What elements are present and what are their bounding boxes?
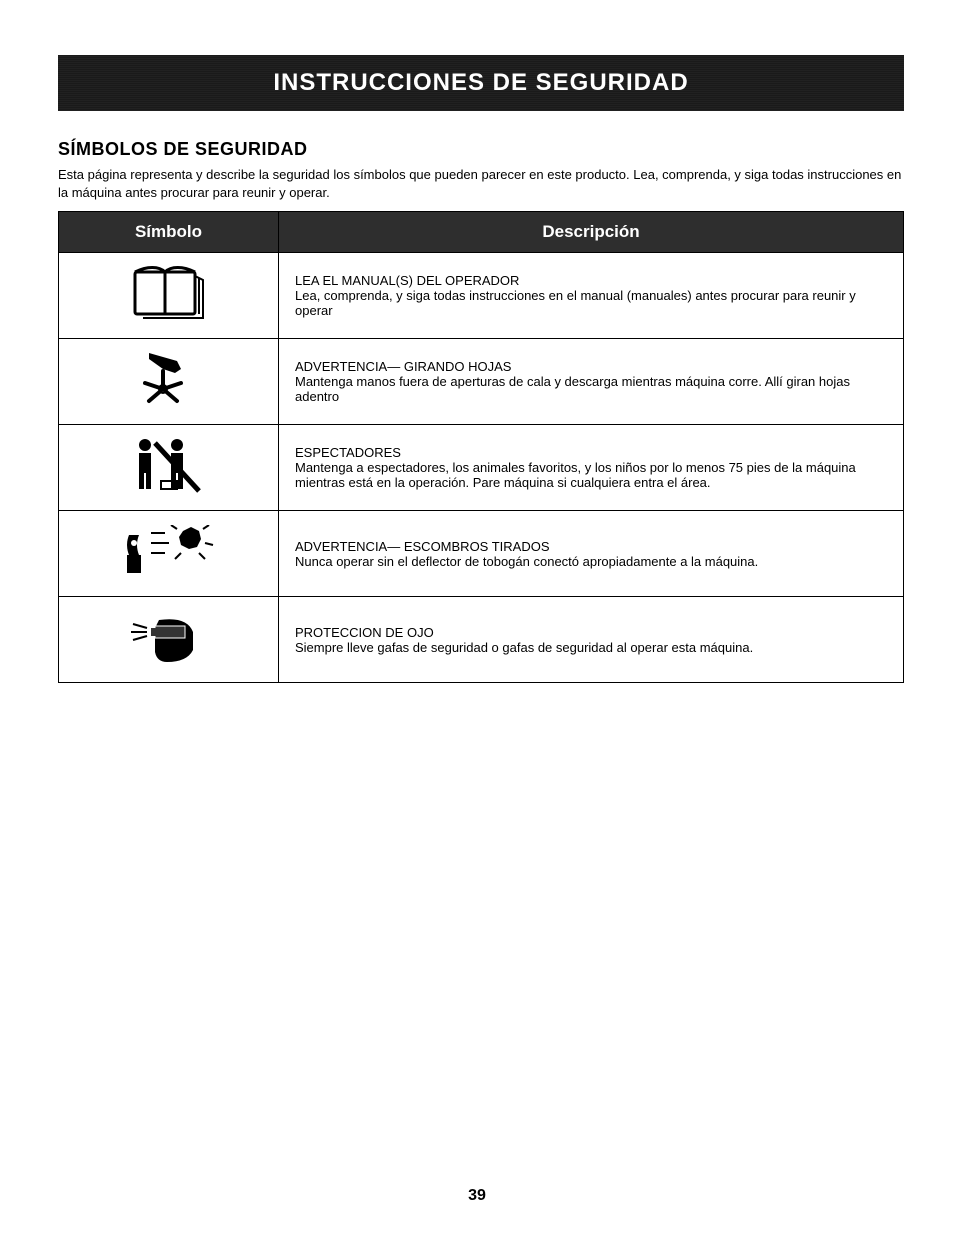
row-body: Lea, comprenda, y siga todas instruccion… <box>295 288 887 318</box>
symbols-table: Símbolo Descripción LEA EL MANUAL(S) DEL… <box>58 211 904 683</box>
row-title: LEA EL MANUAL(S) DEL OPERADOR <box>295 273 887 288</box>
description-cell: ADVERTENCIA— GIRANDO HOJAS Mantenga mano… <box>279 339 904 425</box>
row-body: Mantenga a espectadores, los animales fa… <box>295 460 887 490</box>
table-row: PROTECCION DE OJO Siempre lleve gafas de… <box>59 597 904 683</box>
symbol-cell <box>59 253 279 339</box>
rotating-blades-icon <box>129 351 209 409</box>
section-title: SÍMBOLOS DE SEGURIDAD <box>58 139 904 160</box>
table-row: ADVERTENCIA— ESCOMBROS TIRADOS Nunca ope… <box>59 511 904 597</box>
thrown-debris-icon <box>121 525 217 579</box>
table-row: ADVERTENCIA— GIRANDO HOJAS Mantenga mano… <box>59 339 904 425</box>
symbol-cell <box>59 425 279 511</box>
table-header-description: Descripción <box>279 212 904 253</box>
bystanders-icon <box>125 437 213 495</box>
banner-title: INSTRUCCIONES DE SEGURIDAD <box>273 69 688 96</box>
row-body: Nunca operar sin el deflector de tobogán… <box>295 554 887 569</box>
page-banner: INSTRUCCIONES DE SEGURIDAD <box>58 55 904 111</box>
description-cell: LEA EL MANUAL(S) DEL OPERADOR Lea, compr… <box>279 253 904 339</box>
row-title: PROTECCION DE OJO <box>295 625 887 640</box>
table-row: LEA EL MANUAL(S) DEL OPERADOR Lea, compr… <box>59 253 904 339</box>
eye-protection-icon <box>127 612 211 664</box>
row-title: ADVERTENCIA— ESCOMBROS TIRADOS <box>295 539 887 554</box>
row-title: ADVERTENCIA— GIRANDO HOJAS <box>295 359 887 374</box>
description-cell: ESPECTADORES Mantenga a espectadores, lo… <box>279 425 904 511</box>
section-intro: Esta página representa y describe la seg… <box>58 166 904 201</box>
description-cell: ADVERTENCIA— ESCOMBROS TIRADOS Nunca ope… <box>279 511 904 597</box>
symbol-cell <box>59 597 279 683</box>
table-header-symbol: Símbolo <box>59 212 279 253</box>
row-title: ESPECTADORES <box>295 445 887 460</box>
row-body: Mantenga manos fuera de aperturas de cal… <box>295 374 887 404</box>
page-number: 39 <box>0 1187 954 1205</box>
table-row: ESPECTADORES Mantenga a espectadores, lo… <box>59 425 904 511</box>
row-body: Siempre lleve gafas de seguridad o gafas… <box>295 640 887 655</box>
description-cell: PROTECCION DE OJO Siempre lleve gafas de… <box>279 597 904 683</box>
manual-icon <box>129 266 209 322</box>
symbol-cell <box>59 339 279 425</box>
symbol-cell <box>59 511 279 597</box>
